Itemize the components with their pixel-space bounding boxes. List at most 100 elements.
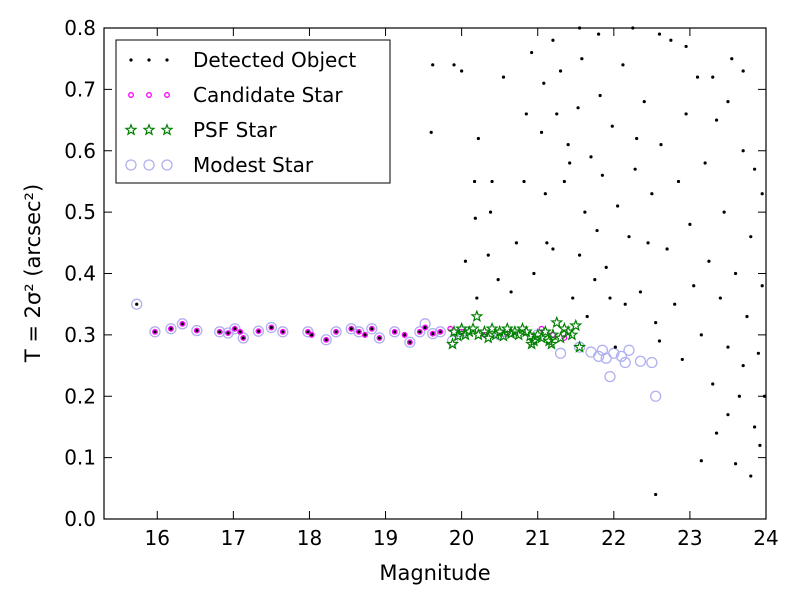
detected-object-point xyxy=(623,302,627,306)
detected-object-point xyxy=(402,333,407,337)
detected-object-point xyxy=(226,331,230,335)
psf-star-point xyxy=(569,318,583,332)
candidate-star-point xyxy=(437,328,444,335)
detected-object-point xyxy=(576,106,580,110)
detected-object-point xyxy=(722,210,726,214)
modest-star-point xyxy=(131,298,143,310)
detected-object-point xyxy=(737,394,741,398)
detected-object-point xyxy=(135,302,139,306)
modest-star-point xyxy=(592,350,605,363)
modest-star-point xyxy=(277,326,289,338)
y-tick-label: 0.8 xyxy=(64,16,96,40)
psf-star-point xyxy=(565,327,579,341)
detected-object-point xyxy=(486,253,490,257)
candidate-star-point xyxy=(152,328,158,335)
y-tick-label: 0.1 xyxy=(64,446,96,470)
modest-star-point xyxy=(554,347,567,359)
candidate-star-point xyxy=(179,320,186,327)
x-tick-label: 23 xyxy=(677,526,702,550)
detected-object-point xyxy=(733,271,738,276)
detected-object-point xyxy=(429,130,433,134)
psf-star-point xyxy=(527,334,541,347)
detected-object-point xyxy=(256,329,261,333)
x-tick-label: 20 xyxy=(449,526,474,550)
detected-object-point xyxy=(555,112,559,116)
detected-object-point xyxy=(306,330,310,334)
detected-object-point xyxy=(452,63,456,67)
detected-object-point xyxy=(707,259,711,263)
detected-object-point xyxy=(718,296,722,300)
psf-star-point xyxy=(553,331,568,344)
detected-object-point xyxy=(595,228,599,233)
modest-star-point xyxy=(302,326,314,338)
detected-object-point xyxy=(393,330,397,334)
detected-object-point xyxy=(749,474,753,478)
detected-object-point xyxy=(654,321,658,325)
detected-object-point xyxy=(431,332,435,336)
detected-object-point xyxy=(695,75,700,79)
detected-object-point xyxy=(745,314,749,319)
detected-object-point xyxy=(635,136,639,141)
detected-object-point xyxy=(532,271,536,276)
detected-object-point xyxy=(589,155,593,159)
candidate-star-point xyxy=(406,339,413,346)
detected-object-point xyxy=(642,100,646,104)
detected-object-point xyxy=(646,241,650,245)
modest-star-point xyxy=(604,370,616,383)
candidate-star-point xyxy=(362,331,368,338)
detected-object-point xyxy=(522,179,526,184)
detected-object-point xyxy=(514,241,519,245)
psf-star-point xyxy=(466,321,480,335)
detected-object-point xyxy=(699,459,703,463)
candidate-star-point xyxy=(333,328,340,335)
detected-object-point xyxy=(604,265,608,269)
modest-star-point xyxy=(229,323,241,335)
psf-star-point xyxy=(455,321,469,335)
detected-object-point xyxy=(334,330,338,334)
legend-label-modest-star: Modest Star xyxy=(193,153,314,177)
candidate-star-point xyxy=(429,330,436,337)
detected-object-point xyxy=(598,93,602,98)
candidate-star-point xyxy=(231,325,238,332)
legend-marker-candidate-star xyxy=(146,92,152,98)
candidate-star-point xyxy=(225,330,231,336)
detected-object-point xyxy=(431,63,435,67)
detected-object-point xyxy=(460,69,464,73)
legend-label-candidate-star: Candidate Star xyxy=(193,83,343,107)
detected-object-point xyxy=(600,173,605,177)
detected-object-point xyxy=(566,143,570,147)
detected-object-point xyxy=(684,44,688,49)
legend-marker-modest-star xyxy=(125,159,137,171)
psf-star-point xyxy=(546,327,560,341)
psf-star-point xyxy=(485,321,499,335)
candidate-star-point xyxy=(193,327,200,334)
legend-label-psf-star: PSF Star xyxy=(193,118,277,142)
candidate-star-point xyxy=(216,328,223,335)
candidate-star-point xyxy=(561,334,568,341)
modest-star-point xyxy=(414,326,426,338)
detected-object-point xyxy=(593,278,597,282)
detected-object-point xyxy=(310,333,314,337)
detected-object-point xyxy=(233,327,237,331)
detected-object-point xyxy=(699,333,703,337)
detected-object-point xyxy=(726,345,730,349)
detected-object-point xyxy=(703,161,707,165)
detected-object-point xyxy=(241,336,245,340)
detected-object-point xyxy=(418,330,422,334)
detected-object-point xyxy=(726,100,730,104)
modest-star-point xyxy=(389,326,401,338)
psf-star-point xyxy=(538,324,552,338)
candidate-star-point xyxy=(416,328,423,335)
modest-star-point xyxy=(165,323,177,335)
detected-object-point xyxy=(357,330,361,334)
detected-object-point xyxy=(580,57,584,61)
x-tick-label: 21 xyxy=(525,526,550,550)
legend-marker-detected-object xyxy=(165,58,169,62)
candidate-star-point xyxy=(237,328,244,335)
detected-object-point xyxy=(711,75,715,79)
detected-object-point xyxy=(324,338,328,342)
legend-marker-psf-star xyxy=(124,123,138,136)
detected-object-point xyxy=(472,179,477,184)
candidate-star-point xyxy=(348,325,355,332)
